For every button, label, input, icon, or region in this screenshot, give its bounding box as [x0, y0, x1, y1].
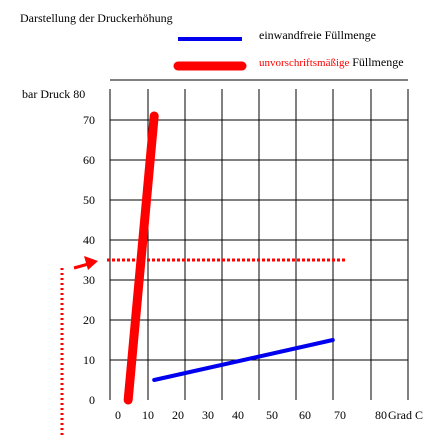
legend-label-2: unvorschriftsmäßige Füllmenge [259, 55, 404, 69]
reference-line-layer [60, 256, 345, 435]
y-tick-label: 40 [83, 233, 95, 247]
x-tick-label: 20 [172, 408, 184, 422]
x-tick-label: 0 [115, 408, 121, 422]
y-tick-label: 30 [83, 273, 95, 287]
legend-label-red-part: unvorschriftsmäßige [259, 57, 352, 69]
legend-label-black-part: Füllmenge [352, 55, 403, 69]
x-tick-label: 10 [142, 408, 154, 422]
y-tick-label: 60 [83, 153, 95, 167]
y-tick-label: 20 [83, 313, 95, 327]
x-tick-label: 80 [375, 408, 387, 422]
y-axis-label: bar Druck 80 [22, 87, 85, 101]
series-line-1 [152, 338, 335, 382]
x-tick-label: 30 [202, 408, 214, 422]
grid [109, 79, 409, 400]
x-tick-label: 70 [334, 408, 346, 422]
legend: einwandfreie Füllmenge unvorschriftsmäßig… [173, 28, 404, 71]
y-tick-label: 0 [89, 393, 95, 407]
series-line-2 [123, 111, 159, 405]
chart-title: Darstellung der Druckerhöhung [20, 11, 173, 25]
arrow-head [84, 256, 98, 270]
x-tick-label: 40 [232, 408, 244, 422]
y-tick-label: 50 [83, 193, 95, 207]
y-tick-label: 70 [83, 113, 95, 127]
x-tick-label: 60 [299, 408, 311, 422]
legend-label-1: einwandfreie Füllmenge [259, 28, 376, 42]
x-axis-label: Grad C [388, 408, 423, 422]
series-layer [123, 111, 335, 405]
x-tick-label: 50 [266, 408, 278, 422]
tick-label-layer: 0 10 20 30 40 50 60 70 bar Druck 80 0 10 20 30 40 50 60… [22, 87, 423, 422]
y-tick-label: 10 [83, 353, 95, 367]
